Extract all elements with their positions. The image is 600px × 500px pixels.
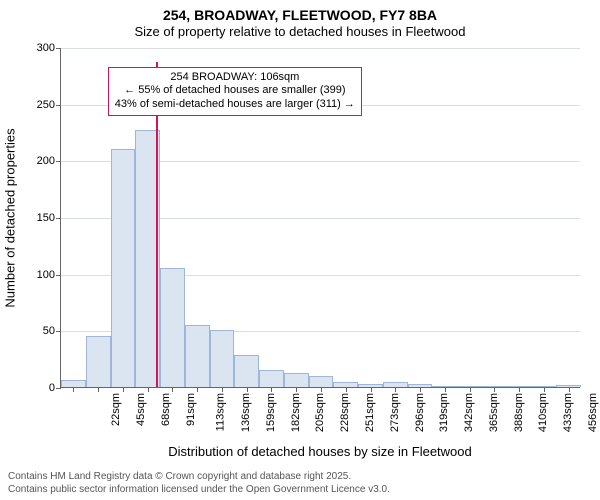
- x-tick-mark: [73, 387, 74, 392]
- x-tick-label: 228sqm: [339, 393, 351, 432]
- histogram-bar: [234, 355, 259, 387]
- x-tick-mark: [148, 387, 149, 392]
- x-tick-label: 251sqm: [364, 393, 376, 432]
- histogram-bar: [259, 370, 284, 387]
- x-tick-mark: [371, 387, 372, 392]
- footer-credits: Contains HM Land Registry data © Crown c…: [8, 471, 390, 496]
- x-tick-mark: [321, 387, 322, 392]
- y-tick-label: 0: [49, 382, 61, 394]
- chart-title: 254, BROADWAY, FLEETWOOD, FY7 8BA: [0, 0, 600, 24]
- x-tick-label: 296sqm: [414, 393, 426, 432]
- histogram-bar: [61, 380, 86, 387]
- x-tick-label: 342sqm: [463, 393, 475, 432]
- y-tick-label: 200: [37, 155, 61, 167]
- x-tick-label: 68sqm: [160, 393, 172, 426]
- x-tick-label: 365sqm: [488, 393, 500, 432]
- histogram-bar: [284, 373, 309, 387]
- histogram-bar: [185, 325, 210, 387]
- histogram-bar: [210, 330, 235, 387]
- x-tick-mark: [395, 387, 396, 392]
- x-tick-label: 159sqm: [265, 393, 277, 432]
- chart-subtitle: Size of property relative to detached ho…: [0, 24, 600, 40]
- footer-line: Contains public sector information licen…: [8, 484, 390, 497]
- x-tick-mark: [470, 387, 471, 392]
- plot-inner: 05010015020025030022sqm45sqm68sqm91sqm11…: [60, 48, 580, 388]
- x-tick-label: 22sqm: [110, 393, 122, 426]
- histogram-bar: [111, 149, 136, 387]
- chart-container: 254, BROADWAY, FLEETWOOD, FY7 8BA Size o…: [0, 0, 600, 500]
- y-tick-label: 50: [43, 325, 61, 337]
- callout-line: 254 BROADWAY: 106sqm: [115, 71, 355, 85]
- x-tick-mark: [271, 387, 272, 392]
- callout-box: 254 BROADWAY: 106sqm← 55% of detached ho…: [108, 67, 362, 116]
- x-tick-mark: [346, 387, 347, 392]
- x-axis-title: Distribution of detached houses by size …: [60, 444, 580, 459]
- x-tick-mark: [123, 387, 124, 392]
- x-tick-label: 456sqm: [587, 393, 599, 432]
- x-tick-mark: [494, 387, 495, 392]
- grid-line: [61, 48, 580, 49]
- x-tick-label: 136sqm: [240, 393, 252, 432]
- x-tick-mark: [296, 387, 297, 392]
- x-tick-label: 319sqm: [438, 393, 450, 432]
- x-tick-mark: [247, 387, 248, 392]
- x-tick-label: 91sqm: [185, 393, 197, 426]
- x-tick-mark: [445, 387, 446, 392]
- x-tick-label: 388sqm: [513, 393, 525, 432]
- footer-line: Contains HM Land Registry data © Crown c…: [8, 471, 390, 484]
- histogram-bar: [86, 336, 111, 387]
- x-tick-mark: [519, 387, 520, 392]
- x-tick-mark: [98, 387, 99, 392]
- x-tick-label: 113sqm: [215, 393, 227, 431]
- x-tick-mark: [420, 387, 421, 392]
- x-tick-label: 273sqm: [389, 393, 401, 432]
- callout-line: 43% of semi-detached houses are larger (…: [115, 98, 355, 112]
- x-tick-mark: [197, 387, 198, 392]
- y-tick-label: 300: [37, 42, 61, 54]
- y-tick-label: 100: [37, 269, 61, 281]
- histogram-bar: [160, 268, 185, 387]
- x-tick-mark: [172, 387, 173, 392]
- x-tick-mark: [222, 387, 223, 392]
- histogram-bar: [309, 376, 334, 387]
- x-tick-label: 182sqm: [290, 393, 302, 432]
- x-tick-label: 45sqm: [135, 393, 147, 426]
- x-tick-mark: [544, 387, 545, 392]
- callout-line: ← 55% of detached houses are smaller (39…: [115, 84, 355, 98]
- x-tick-label: 205sqm: [315, 393, 327, 432]
- y-tick-label: 150: [37, 212, 61, 224]
- x-tick-label: 410sqm: [537, 393, 549, 432]
- y-tick-label: 250: [37, 99, 61, 111]
- y-axis-title: Number of detached properties: [3, 128, 18, 307]
- x-tick-label: 433sqm: [562, 393, 574, 432]
- plot-area: 05010015020025030022sqm45sqm68sqm91sqm11…: [60, 48, 580, 388]
- x-tick-mark: [569, 387, 570, 392]
